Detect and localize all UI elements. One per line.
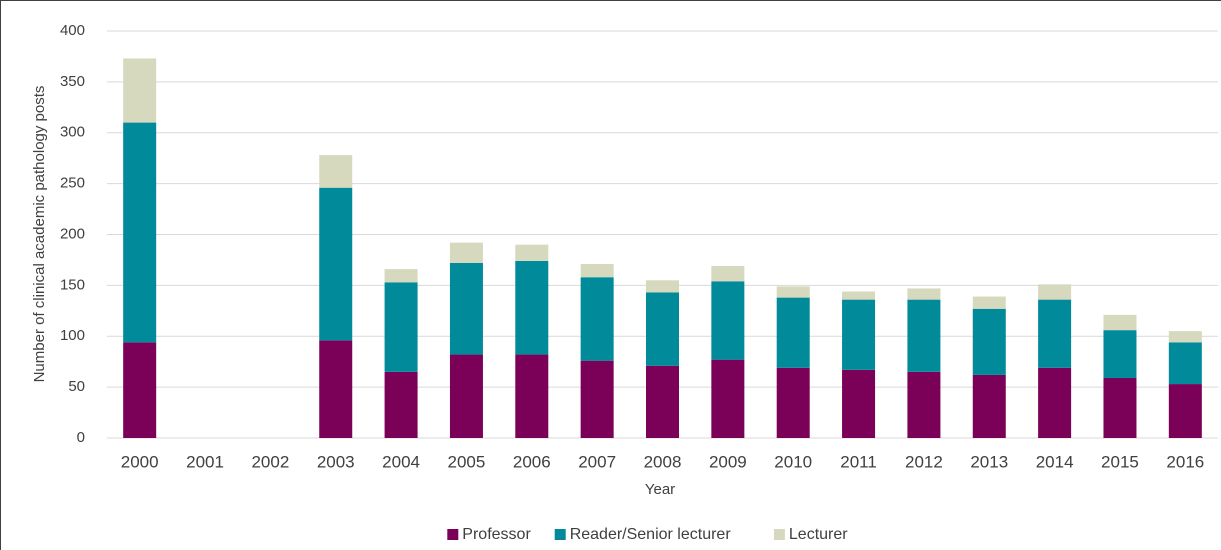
bar-segment <box>646 280 679 293</box>
x-tick-label: 2012 <box>905 452 943 471</box>
x-tick-label: 2006 <box>513 452 551 471</box>
bar-segment <box>776 297 810 368</box>
x-tick-label: 2015 <box>1101 452 1139 471</box>
y-axis-label: Number of clinical academic pathology po… <box>31 86 48 383</box>
bar-segment <box>515 244 549 261</box>
bar-segment <box>646 365 679 438</box>
legend-label: Lecturer <box>789 526 848 543</box>
x-tick-label: 2001 <box>186 452 224 471</box>
bar-segment <box>711 266 745 282</box>
x-tick-label: 2014 <box>1036 452 1074 471</box>
y-tick-label: 200 <box>60 225 85 242</box>
bar-segment <box>842 369 876 438</box>
legend-label: Reader/Senior lecturer <box>570 526 732 543</box>
y-tick-label: 0 <box>77 429 85 446</box>
bar-segment <box>319 340 353 438</box>
y-tick-label: 50 <box>68 378 85 395</box>
bar-segment <box>580 277 614 361</box>
x-tick-label: 2010 <box>774 452 812 471</box>
bar-segment <box>1038 367 1072 438</box>
x-tick-label: 2003 <box>317 452 355 471</box>
bar-segment <box>907 288 941 300</box>
bar-segment <box>972 308 1006 375</box>
bar-segment <box>1168 384 1202 438</box>
x-axis-label: Year <box>645 481 675 498</box>
x-tick-label: 2011 <box>840 452 877 471</box>
bar-segment <box>515 260 549 355</box>
bar-segment <box>1168 331 1202 343</box>
bar-segment <box>515 354 549 438</box>
bar-segment <box>123 58 157 123</box>
legend-swatch <box>447 529 459 540</box>
bar-segment <box>776 286 810 298</box>
bar-segment <box>907 371 941 438</box>
bar-segment <box>449 262 483 355</box>
x-tick-label: 2004 <box>382 452 420 471</box>
bar-segment <box>711 281 745 360</box>
bar-segment <box>1038 284 1072 300</box>
bar-segment <box>580 264 614 278</box>
y-tick-label: 300 <box>60 124 85 141</box>
y-tick-label: 400 <box>60 22 85 39</box>
bar-segment <box>972 374 1006 438</box>
x-tick-label: 2009 <box>709 452 747 471</box>
bar-segment <box>842 291 876 300</box>
bar-segment <box>384 371 418 438</box>
bar-segment <box>1103 330 1137 378</box>
x-tick-label: 2007 <box>578 452 616 471</box>
x-tick-label: 2005 <box>448 452 486 471</box>
bar-segment <box>1038 299 1072 368</box>
bar-segment <box>907 299 941 372</box>
bar-segment <box>319 187 353 341</box>
bar-segment <box>319 155 353 188</box>
y-tick-label: 250 <box>60 175 85 192</box>
bar-segment <box>580 360 614 438</box>
bar-segment <box>776 367 810 438</box>
bar-segment <box>384 282 418 372</box>
bar-segment <box>842 299 876 370</box>
x-tick-label: 2008 <box>644 452 682 471</box>
bar-segment <box>1103 377 1137 438</box>
bar-segment <box>123 342 157 438</box>
x-tick-label: 2000 <box>121 452 159 471</box>
bar-segment <box>1168 342 1202 385</box>
bar-segment <box>972 296 1006 309</box>
bar-segment <box>449 242 483 263</box>
bar-segment <box>1103 314 1137 331</box>
y-tick-label: 350 <box>60 73 85 90</box>
legend-label: Professor <box>462 526 531 543</box>
bar-segment <box>384 269 418 283</box>
legend-swatch <box>554 529 566 540</box>
bar-segment <box>646 292 679 366</box>
y-tick-label: 100 <box>60 327 85 344</box>
y-tick-label: 150 <box>60 276 85 293</box>
x-tick-label: 2002 <box>251 452 289 471</box>
x-tick-label: 2013 <box>970 452 1008 471</box>
legend-swatch <box>773 529 785 540</box>
bar-segment <box>449 354 483 438</box>
bar-segment <box>711 359 745 438</box>
bar-segment <box>123 122 157 343</box>
x-tick-label: 2016 <box>1166 452 1204 471</box>
